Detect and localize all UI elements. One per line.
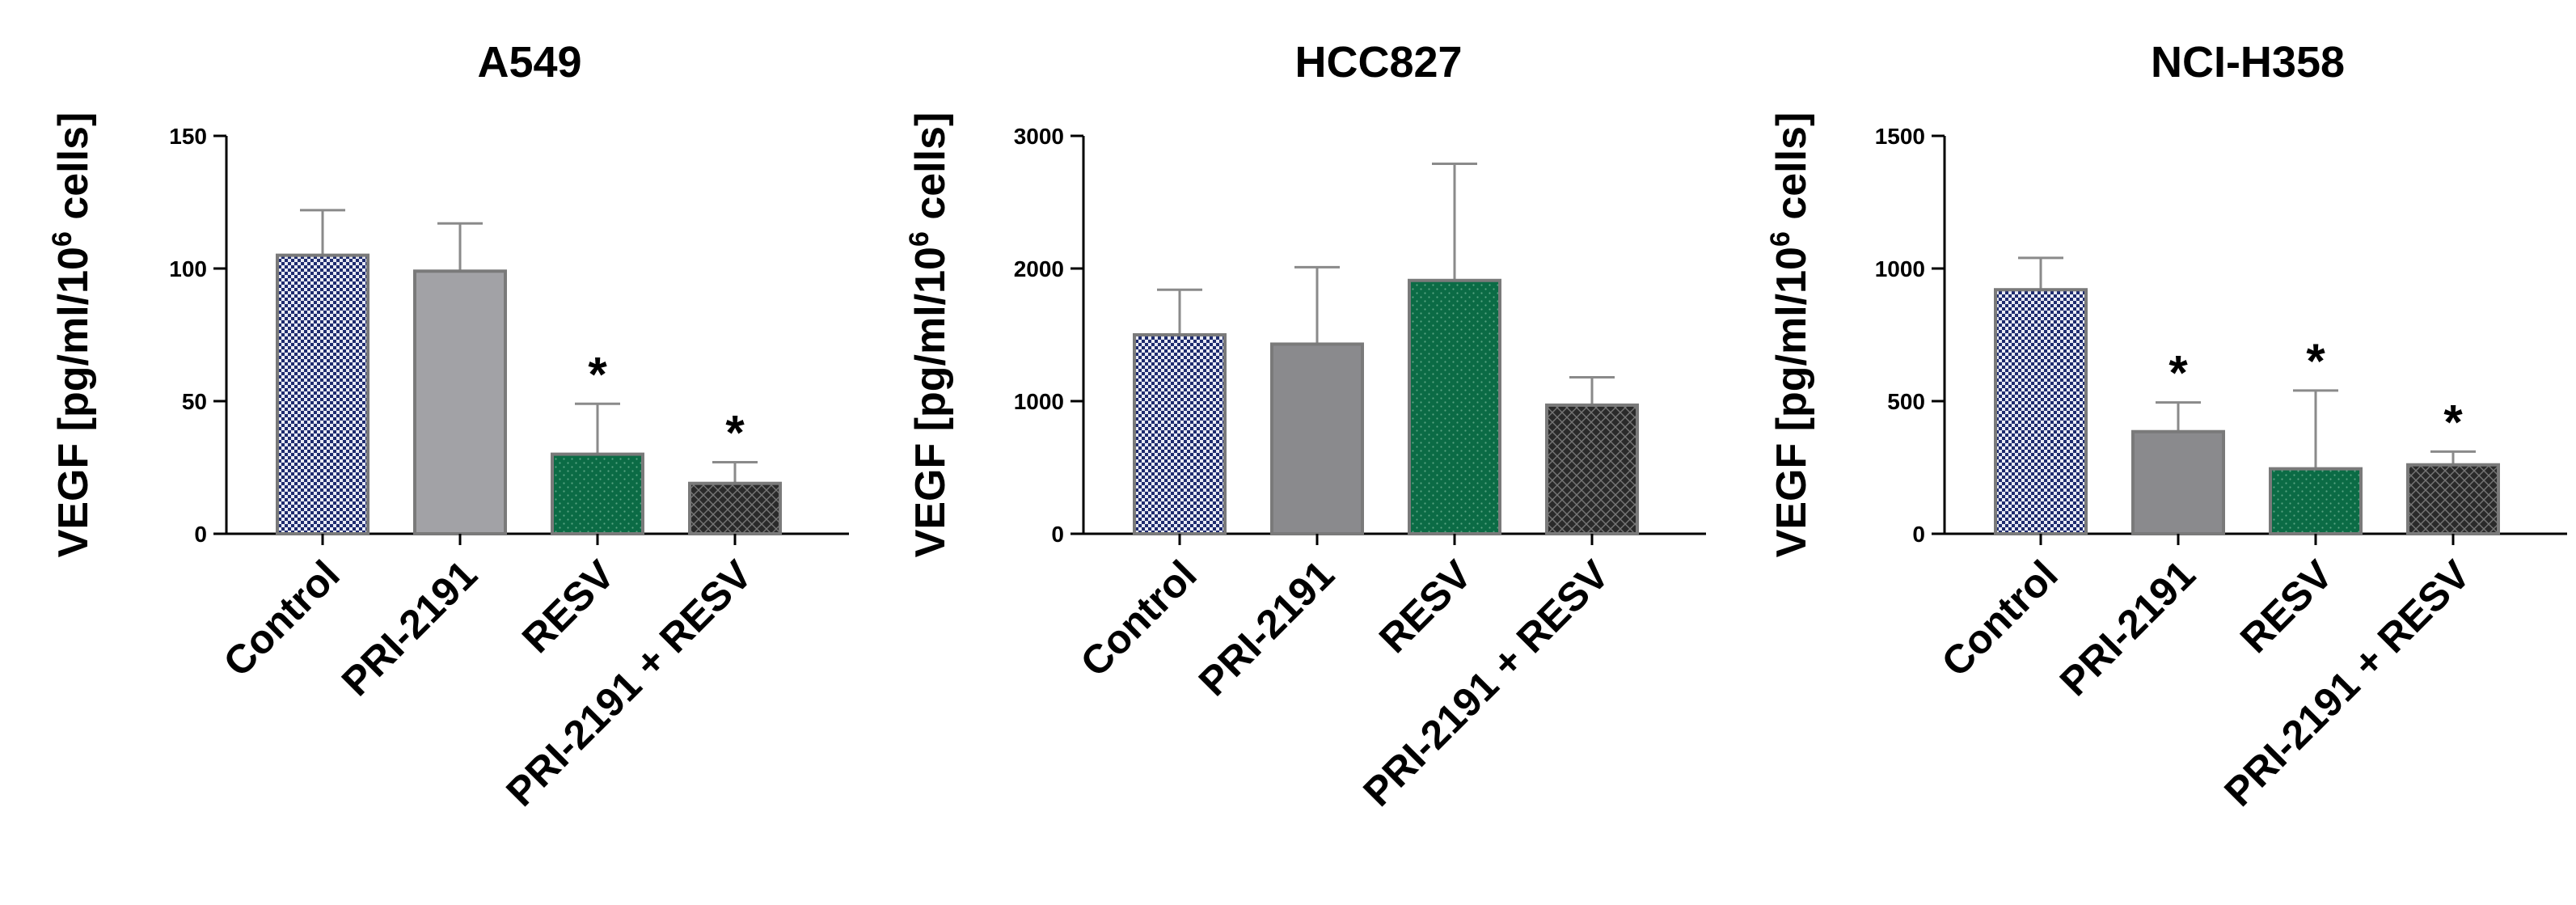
x-tick-label: PRI-2191	[2051, 552, 2204, 704]
x-tick-label: RESV	[2232, 552, 2342, 662]
y-tick-label: 0	[194, 522, 207, 547]
x-tick-label: Control	[215, 552, 348, 685]
significance-marker: *	[2443, 395, 2463, 449]
x-tick-label: PRI-2191 + RESV	[1354, 552, 1618, 815]
y-axis-label: VEGF [pg/ml/106 cells]	[904, 112, 954, 558]
y-tick-label: 1500	[1875, 124, 1925, 149]
y-tick-label: 1000	[1014, 389, 1064, 414]
bar	[1994, 288, 2088, 535]
y-tick-label: 150	[169, 124, 207, 149]
x-tick-label: Control	[1933, 552, 2067, 685]
y-tick-label: 500	[1887, 389, 1925, 414]
x-tick-label: Control	[1072, 552, 1206, 685]
x-tick-label: PRI-2191	[1190, 552, 1343, 704]
y-axis-label: VEGF [pg/ml/106 cells]	[1765, 112, 1815, 558]
bar	[413, 269, 507, 535]
bar	[551, 452, 644, 535]
significance-marker: *	[2306, 334, 2325, 388]
y-tick-label: 0	[1912, 522, 1925, 547]
chart-panel-2: HCC827 VEGF [pg/ml/106 cells] 0 1000 2000 300…	[904, 38, 1706, 815]
y-tick-label: 2000	[1014, 256, 1064, 281]
chart-title: HCC827	[1294, 38, 1462, 87]
y-tick-label: 50	[182, 389, 207, 414]
y-tick-label: 3000	[1014, 124, 1064, 149]
significance-marker: *	[588, 347, 607, 401]
significance-marker: *	[725, 405, 745, 459]
y-tick-label: 100	[169, 256, 207, 281]
x-tick-label: RESV	[513, 552, 623, 662]
bar	[1270, 342, 1364, 536]
bar	[1545, 403, 1639, 536]
chart-panel-1: A549 VEGF [pg/ml/106 cells] 0 50 100 150 Contr…	[47, 38, 849, 815]
chart-title: NCI-H358	[2151, 38, 2345, 87]
bar	[688, 481, 782, 535]
y-tick-label: 0	[1051, 522, 1064, 547]
x-tick-label: PRI-2191 + RESV	[497, 552, 761, 815]
chart-title: A549	[477, 38, 581, 87]
significance-marker: *	[2168, 346, 2188, 400]
x-tick-label: PRI-2191 + RESV	[2215, 552, 2479, 815]
y-tick-label: 1000	[1875, 256, 1925, 281]
x-tick-label: RESV	[1370, 552, 1480, 662]
x-tick-label: PRI-2191	[333, 552, 486, 704]
bar	[276, 253, 370, 535]
bar	[2131, 429, 2225, 535]
y-axis-label: VEGF [pg/ml/106 cells]	[47, 112, 97, 558]
bar	[1408, 278, 1501, 535]
bar	[2406, 463, 2500, 535]
bar	[2269, 467, 2363, 536]
bar	[1133, 333, 1227, 535]
chart-panel-3: NCI-H358 VEGF [pg/ml/106 cells] 0 500 1000 15…	[1765, 38, 2567, 815]
